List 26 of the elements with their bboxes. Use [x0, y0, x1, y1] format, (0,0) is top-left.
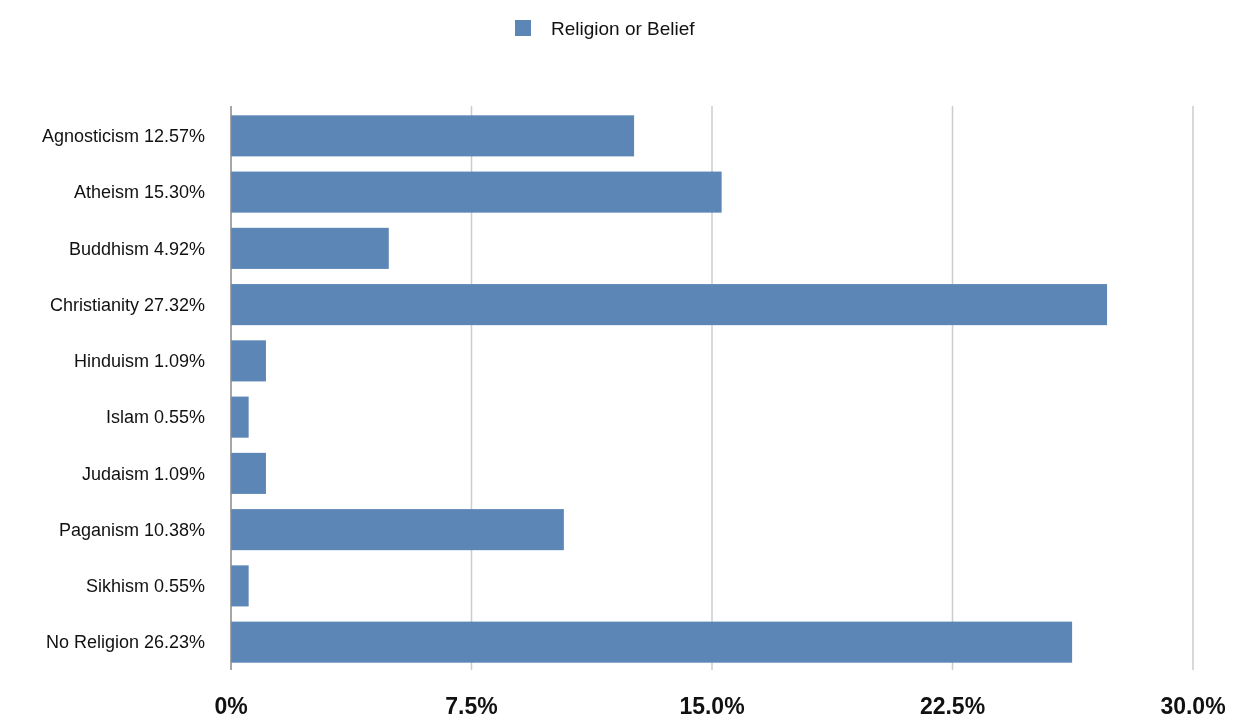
y-tick-label: Sikhism 0.55%	[85, 576, 205, 597]
bar	[231, 284, 1108, 326]
y-tick-label: Paganism 10.38%	[58, 519, 205, 540]
x-tick-label: 22.5%	[919, 693, 986, 719]
x-tick-label: 15.0%	[679, 693, 745, 719]
x-tick-label: 0%	[214, 693, 248, 719]
y-tick-label: Buddhism 4.92%	[68, 238, 205, 259]
bar	[231, 227, 389, 269]
x-tick-label: 7.5%	[445, 693, 498, 719]
bar	[231, 396, 249, 438]
legend-label: Religion or Belief	[551, 17, 696, 39]
y-tick-label: Islam 0.55%	[105, 407, 205, 428]
bar	[231, 340, 266, 382]
bar	[231, 565, 249, 607]
y-tick-label: Hinduism 1.09%	[73, 351, 205, 372]
bar	[231, 452, 266, 494]
bar	[231, 171, 722, 213]
y-tick-label: Agnosticism 12.57%	[41, 126, 205, 147]
bar	[231, 115, 635, 157]
y-tick-label: Atheism 15.30%	[73, 182, 205, 203]
y-tick-label: Christianity 27.32%	[49, 294, 205, 315]
bar	[231, 621, 1073, 663]
y-tick-label: No Religion 26.23%	[45, 632, 205, 653]
bar	[231, 509, 564, 551]
y-tick-label: Judaism 1.09%	[81, 463, 205, 484]
x-tick-label: 30.0%	[1160, 693, 1226, 719]
